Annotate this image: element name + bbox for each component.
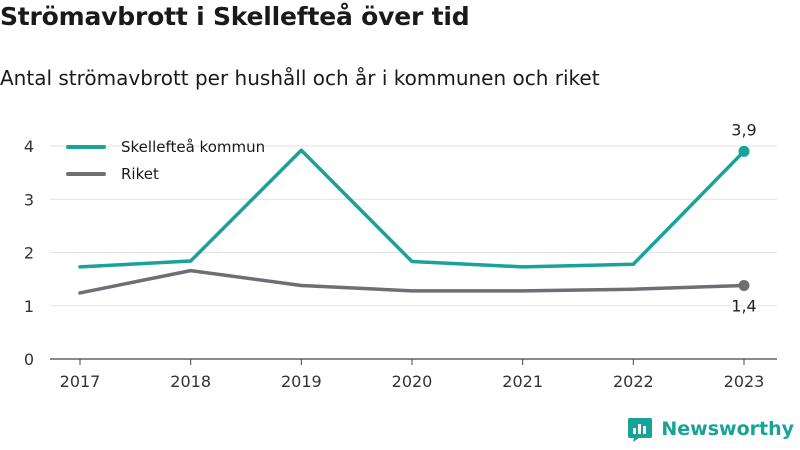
chart-subtitle: Antal strömavbrott per hushåll och år i … [0, 66, 600, 90]
x-tick-label: 2020 [392, 372, 433, 391]
series-end-point-skelleftea [738, 145, 750, 157]
legend-item-skelleftea: Skellefteå kommun [66, 133, 265, 160]
y-tick-label: 0 [24, 350, 34, 369]
y-tick-label: 4 [24, 137, 34, 156]
x-tick-label: 2019 [281, 372, 322, 391]
end-label-riket: 1,4 [731, 297, 756, 316]
x-tick-label: 2018 [170, 372, 211, 391]
legend-swatch-riket [66, 171, 106, 176]
legend-label-riket: Riket [121, 164, 159, 183]
legend-label-skelleftea: Skellefteå kommun [121, 137, 266, 156]
legend: Skellefteå kommun Riket [66, 133, 265, 187]
y-tick-label: 3 [24, 190, 34, 209]
legend-swatch-skelleftea [66, 144, 106, 149]
series-lines [78, 145, 750, 295]
legend-item-riket: Riket [66, 160, 265, 187]
x-tick-label: 2022 [613, 372, 654, 391]
brand-logo: Newsworthy [627, 416, 794, 442]
series-end-point-riket [738, 280, 750, 292]
x-tick-label: 2017 [60, 372, 101, 391]
x-axis: 2017 2018 2019 2020 2021 2022 2023 [60, 359, 765, 391]
y-tick-label: 2 [24, 244, 34, 263]
x-tick-label: 2021 [502, 372, 543, 391]
brand-name: Newsworthy [661, 418, 794, 440]
x-tick-label: 2023 [724, 372, 765, 391]
chart-title: Strömavbrott i Skellefteå över tid [0, 2, 470, 31]
series-line-skelleftea [78, 148, 746, 269]
newsworthy-logo-icon [628, 418, 653, 442]
y-tick-label: 1 [24, 297, 34, 316]
data-labels: 3,9 1,4 [731, 120, 756, 315]
series-line-riket [78, 268, 746, 295]
end-label-skelleftea: 3,9 [731, 120, 756, 139]
grid-lines: 0 1 2 3 4 [24, 137, 777, 369]
